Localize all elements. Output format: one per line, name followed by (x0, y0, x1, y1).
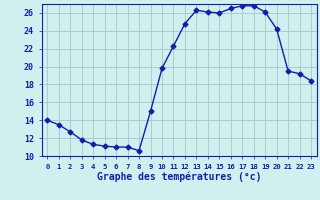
X-axis label: Graphe des températures (°c): Graphe des températures (°c) (97, 171, 261, 182)
